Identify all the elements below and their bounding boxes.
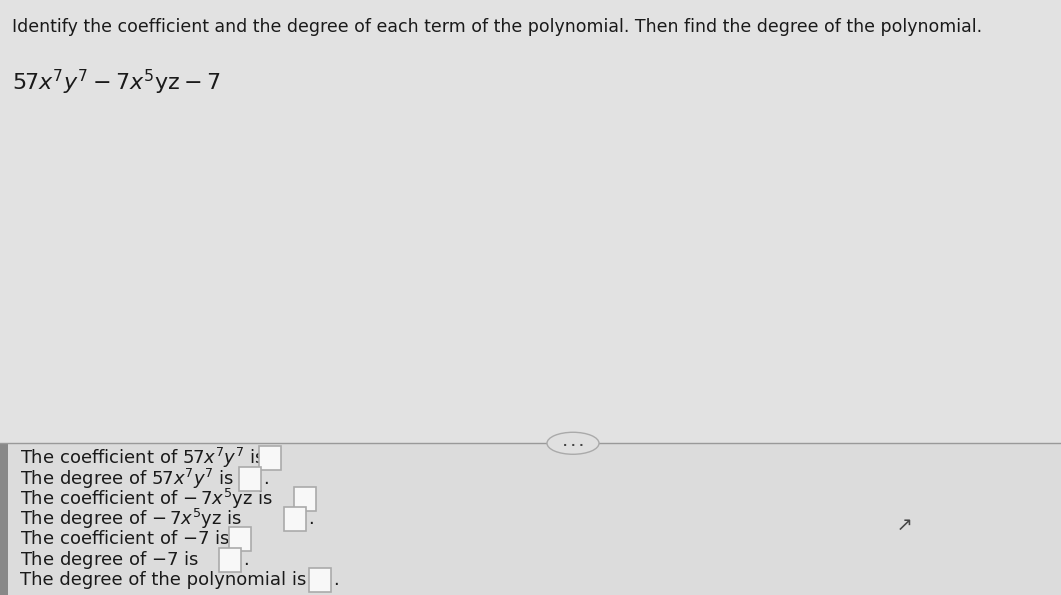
Text: .: .	[333, 571, 338, 589]
Bar	[284, 507, 306, 531]
Ellipse shape	[547, 433, 599, 454]
Bar	[0, 443, 8, 595]
Bar	[309, 568, 331, 592]
Text: The coefficient of $57x^7y^7$ is: The coefficient of $57x^7y^7$ is	[20, 446, 265, 471]
Bar	[259, 446, 281, 471]
Bar	[229, 527, 251, 552]
Bar	[0, 443, 1061, 595]
Bar	[0, 0, 1061, 443]
Text: The coefficient of $-\,7x^5\mathrm{yz}$ is: The coefficient of $-\,7x^5\mathrm{yz}$ …	[20, 487, 273, 511]
Text: The degree of $-\,7x^5\mathrm{yz}$ is: The degree of $-\,7x^5\mathrm{yz}$ is	[20, 507, 242, 531]
Text: The degree of the polynomial is: The degree of the polynomial is	[20, 571, 307, 589]
Text: .: .	[243, 550, 248, 569]
Text: .: .	[263, 469, 268, 488]
Text: The degree of $-7$ is: The degree of $-7$ is	[20, 549, 199, 571]
Text: The coefficient of $-7$ is: The coefficient of $-7$ is	[20, 530, 230, 549]
Text: Identify the coefficient and the degree of each term of the polynomial. Then fin: Identify the coefficient and the degree …	[12, 18, 982, 36]
Text: The degree of $57x^7y^7$ is: The degree of $57x^7y^7$ is	[20, 466, 234, 491]
Text: . . .: . . .	[562, 439, 584, 448]
Text: ↙: ↙	[892, 513, 908, 533]
Text: $57x^7y^7-7x^5\mathrm{yz}-7$: $57x^7y^7-7x^5\mathrm{yz}-7$	[12, 68, 221, 97]
Bar	[294, 487, 316, 511]
Bar	[219, 547, 241, 572]
Bar	[239, 466, 261, 491]
Text: .: .	[308, 510, 314, 528]
